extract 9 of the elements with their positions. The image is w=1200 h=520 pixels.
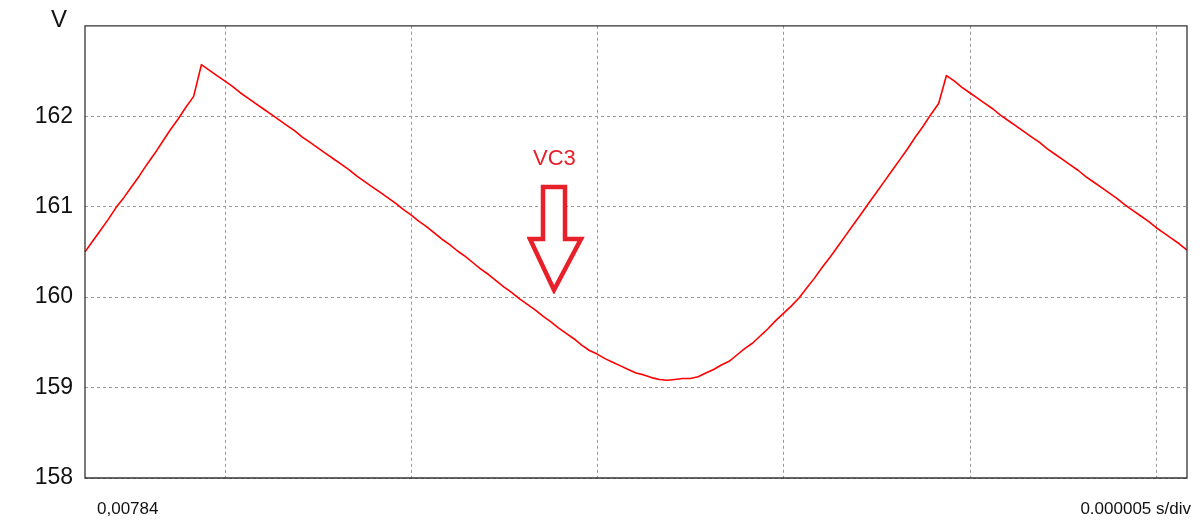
y-tick-label: 162 [34, 101, 73, 128]
y-tick-label: 158 [34, 463, 73, 490]
y-tick-label: 159 [34, 372, 73, 399]
y-tick-label: 160 [34, 282, 73, 309]
annotation: VC3 [533, 144, 576, 170]
y-axis-title: V [50, 4, 67, 32]
x-axis-title: 0.000005 s/div [1080, 498, 1192, 518]
y-tick-label: 161 [34, 192, 73, 219]
text: 0,00784 [97, 498, 159, 518]
